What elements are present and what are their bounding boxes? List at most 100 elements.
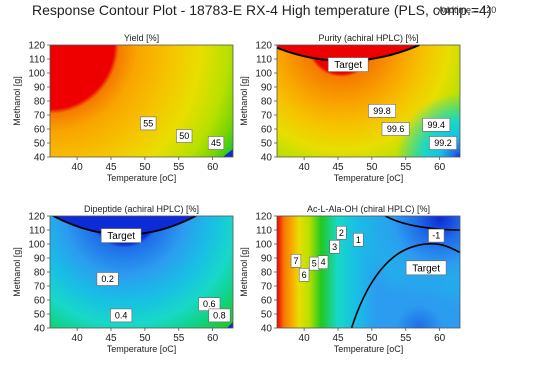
y-tick-label: 120 [255,41,272,52]
contour-label: 0.2 [96,272,119,286]
y-tick-label: 50 [261,139,273,150]
y-tick-label: 40 [261,153,273,164]
svg-text:99.6: 99.6 [387,124,405,134]
y-tick-label: 80 [261,268,273,279]
contour-fill [50,45,233,157]
x-tick-label: 55 [400,162,412,173]
svg-text:99.8: 99.8 [373,106,391,116]
y-tick-label: 70 [34,282,46,293]
panel-ac-l-ala-oh: Ac-L-Ala-OH (chiral HPLC) [%] 40 45 50 55 60 4… [239,204,461,354]
svg-text:Target: Target [334,60,362,71]
x-tick-label: 50 [366,333,378,344]
svg-text:-1: -1 [432,231,440,241]
contour-label: 99.2 [429,136,457,150]
svg-text:0.4: 0.4 [115,310,128,320]
x-tick-label: 55 [400,333,412,344]
svg-text:50: 50 [179,131,189,141]
y-tick-label: 90 [34,254,46,265]
y-tick-label: 100 [255,69,272,80]
chart-main-title: Response Contour Plot - 18783-E RX-4 Hig… [32,2,492,18]
x-axis-label: Temperature [oC] [334,173,404,183]
svg-text:4: 4 [321,257,326,267]
x-tick-label: 55 [173,162,185,173]
contour-label: 7 [290,254,302,268]
x-tick-label: 60 [207,333,219,344]
y-tick-label: 120 [255,212,272,223]
contour-label: 99.6 [381,122,410,136]
target-label: Target [327,57,369,72]
contour-label: 99.4 [422,118,451,132]
svg-text:3: 3 [332,242,337,252]
x-tick-label: 40 [72,162,84,173]
y-tick-label: 40 [34,324,46,335]
svg-text:55: 55 [143,118,153,128]
addtime-annotation: Addtime = 120 [438,5,497,15]
y-tick-label: 110 [29,226,45,237]
y-axis-label: Methanol [g] [239,247,249,297]
contour-label: 1 [353,233,364,247]
panel-title: Yield [%] [124,33,159,43]
y-tick-label: 110 [29,55,45,66]
target-label: Target [405,260,447,276]
y-tick-label: 70 [261,282,273,293]
y-tick-label: 120 [28,41,45,52]
panel-dipeptide: Dipeptide (achiral HPLC) [%] 40 45 50 55 60 40… [12,204,234,354]
x-axis-label: Temperature [oC] [107,173,177,183]
contour-label: 6 [298,267,310,282]
svg-text:0.8: 0.8 [213,310,226,320]
y-tick-label: 70 [261,111,273,122]
svg-text:99.2: 99.2 [434,138,452,148]
svg-text:0.2: 0.2 [101,274,114,284]
contour-label: 2 [336,226,347,240]
svg-text:1: 1 [356,235,361,245]
x-tick-label: 60 [434,333,446,344]
y-tick-label: 100 [28,240,45,251]
y-tick-label: 70 [34,111,46,122]
contour-label: 4 [317,255,329,269]
x-tick-label: 45 [105,333,117,344]
y-tick-label: 80 [34,268,46,279]
y-tick-label: 90 [34,83,46,94]
y-tick-label: 80 [34,97,46,108]
panel-yield: Yield [%] 40 45 50 55 60 40 50 60 70 80 90 100 110 120… [12,33,234,183]
y-axis-label: Methanol [g] [239,76,249,126]
y-tick-label: 100 [28,69,45,80]
x-axis-label: Temperature [oC] [107,344,177,354]
contour-label: 45 [207,136,225,150]
panel-title: Purity (achiral HPLC) [%] [318,33,418,43]
x-tick-label: 50 [139,333,151,344]
y-tick-label: 60 [261,296,273,307]
svg-text:7: 7 [293,256,298,266]
svg-text:2: 2 [339,228,344,238]
svg-text:6: 6 [302,270,307,280]
y-tick-label: 80 [261,97,273,108]
contour-label: 99.8 [368,104,396,118]
y-tick-label: 60 [34,296,46,307]
y-tick-label: 50 [261,310,273,321]
contour-label: 0.6 [198,297,221,312]
y-tick-label: 60 [261,125,273,136]
x-tick-label: 60 [207,162,219,173]
target-boundary [350,242,460,328]
panel-purity: Purity (achiral HPLC) [%] 40 45 50 55 60 40 50 6… [239,33,461,183]
contour-label: -1 [428,228,445,243]
y-tick-label: 40 [261,324,273,335]
x-tick-label: 55 [173,333,185,344]
svg-text:99.4: 99.4 [428,120,446,130]
svg-text:Target: Target [412,263,440,274]
target-boundary [385,216,460,231]
x-tick-label: 45 [105,162,117,173]
y-axis-label: Methanol [g] [12,76,22,126]
contour-label: 3 [329,240,340,254]
y-tick-label: 40 [34,153,46,164]
x-tick-label: 40 [72,333,84,344]
target-label: Target [100,228,142,243]
panel-title: Dipeptide (achiral HPLC) [%] [84,204,199,214]
svg-text:Target: Target [107,231,135,242]
x-tick-label: 40 [299,333,311,344]
y-tick-label: 110 [256,226,272,237]
y-tick-label: 120 [28,212,45,223]
contour-label: 50 [176,129,193,143]
y-tick-label: 50 [34,310,46,321]
